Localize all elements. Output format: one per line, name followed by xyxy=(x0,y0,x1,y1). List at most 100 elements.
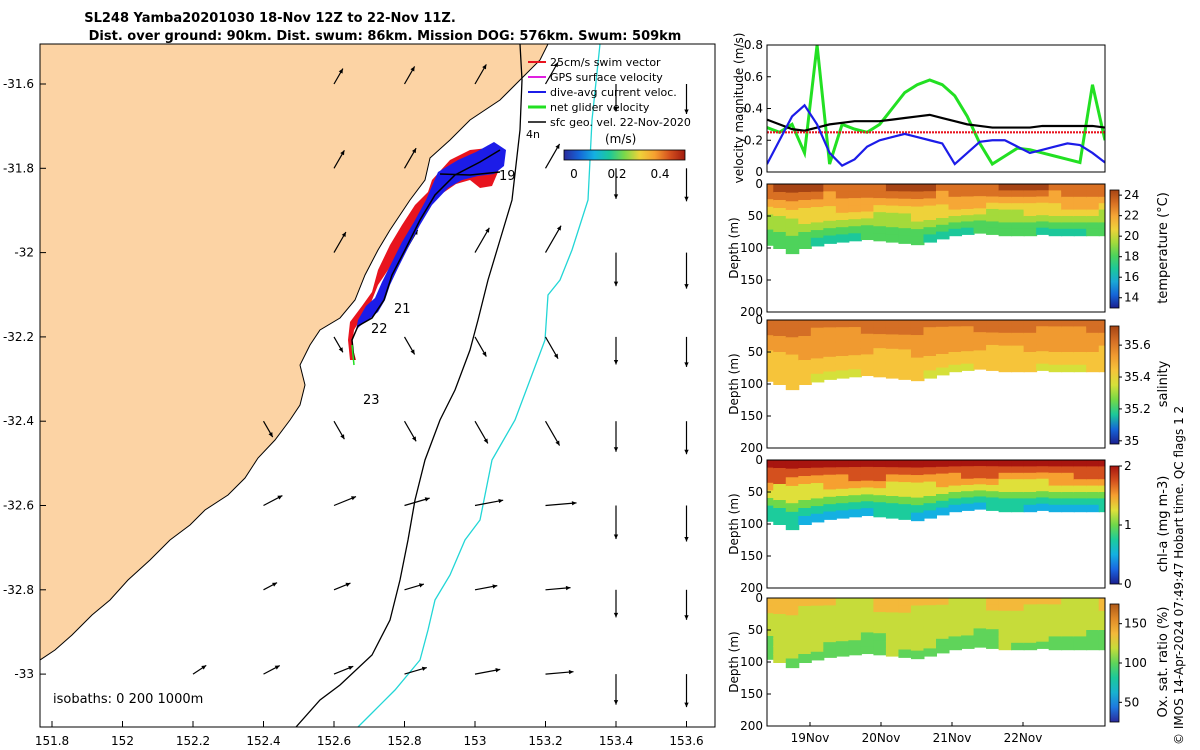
section-cell xyxy=(860,508,875,517)
section-cell xyxy=(923,634,937,643)
section-cell xyxy=(785,658,800,669)
section-cell xyxy=(810,483,825,492)
velocity-arrowhead xyxy=(418,583,424,588)
section-cell xyxy=(785,320,800,330)
velocity-arrowhead xyxy=(345,582,351,587)
section-cell xyxy=(1061,492,1075,500)
section-cell xyxy=(1023,485,1038,493)
section-cell xyxy=(885,626,900,635)
section-cell xyxy=(986,184,1000,192)
velocity-arrowhead xyxy=(268,432,273,438)
section-cell xyxy=(860,197,875,206)
section-cell xyxy=(1036,610,1050,618)
section-cell xyxy=(835,220,850,229)
section-cell xyxy=(936,611,950,620)
section-cell xyxy=(1048,332,1063,341)
section-cell xyxy=(923,648,937,657)
section-cell xyxy=(823,511,837,520)
section-cell xyxy=(885,363,900,372)
section-cell xyxy=(1061,352,1075,360)
section-cell xyxy=(923,234,937,243)
section-cell xyxy=(1061,326,1075,334)
section-cell xyxy=(873,467,887,476)
section-cell xyxy=(1036,478,1050,486)
section-cell xyxy=(923,467,937,476)
section-cell xyxy=(986,484,1000,493)
section-cell xyxy=(773,200,787,209)
section-cell xyxy=(835,619,850,628)
section-cell xyxy=(860,646,875,655)
section-panel-3: 0 50 100 150 200 Depth (m) 50 100 150 Ox. sat. ra… xyxy=(727,591,1171,745)
section-cell xyxy=(948,498,963,506)
section-cell xyxy=(923,327,937,336)
section-cell xyxy=(848,647,862,656)
section-panel-2: 0 50 100 150 200 Depth (m) 0 1 2 chl-a (mg m-3) xyxy=(727,453,1171,595)
section-cell xyxy=(910,365,925,374)
section-cell xyxy=(973,362,988,370)
section-cell xyxy=(823,191,837,200)
section-cell xyxy=(1023,358,1038,366)
section-cell xyxy=(873,612,887,621)
section-cell xyxy=(1098,504,1105,513)
section-cell xyxy=(1036,598,1050,606)
section-cell xyxy=(1023,345,1038,353)
section-cell xyxy=(1036,460,1050,468)
section-cell xyxy=(785,244,800,255)
section-cell xyxy=(1073,332,1088,341)
section-cell xyxy=(910,236,925,246)
section-cell xyxy=(848,605,862,614)
section-cell xyxy=(873,502,887,511)
section-cell xyxy=(1086,228,1100,237)
section-ytick-label: 100 xyxy=(740,241,763,255)
section-cell xyxy=(910,497,925,507)
section-cell xyxy=(948,460,963,468)
section-cell xyxy=(798,484,812,493)
section-cell xyxy=(986,472,1000,480)
section-cell xyxy=(1086,332,1100,341)
section-cell xyxy=(986,221,1000,229)
section-cell xyxy=(873,212,887,221)
section-cell xyxy=(785,354,800,365)
section-cell xyxy=(860,232,875,241)
section-cell xyxy=(898,649,912,658)
section-cell xyxy=(810,598,825,607)
map-colorbar-unit: (m/s) xyxy=(605,132,636,146)
section-cell xyxy=(1036,484,1050,493)
section-cell xyxy=(1098,190,1105,198)
section-cell xyxy=(923,474,937,483)
section-cell xyxy=(1098,222,1105,230)
section-cell xyxy=(1061,642,1075,651)
section-ytick-label: 200 xyxy=(740,719,763,733)
section-cell xyxy=(767,320,775,329)
velocity-arrowhead xyxy=(341,232,346,237)
section-cell xyxy=(798,360,812,369)
section-cell xyxy=(767,229,775,239)
section-cell xyxy=(1036,503,1050,511)
section-cell xyxy=(785,380,800,391)
section-cell xyxy=(936,218,950,226)
section-cell xyxy=(998,617,1013,625)
section-cell xyxy=(961,497,975,505)
section-cell xyxy=(1086,642,1100,651)
section-cell xyxy=(1061,630,1075,638)
section-cell xyxy=(923,191,937,200)
section-cell xyxy=(973,640,988,648)
section-cell xyxy=(1011,326,1025,334)
velocity-arrowhead xyxy=(421,666,427,671)
section-cell xyxy=(873,320,887,329)
section-cell xyxy=(910,605,925,615)
section-cell xyxy=(798,328,812,337)
velocity-arrow xyxy=(474,227,490,253)
section-cell xyxy=(835,626,850,635)
velocity-arrowhead xyxy=(684,284,689,289)
section-cell xyxy=(773,476,787,485)
lat-tick-label: -32.4 xyxy=(3,414,34,428)
section-xtick-label: 21Nov xyxy=(933,731,972,745)
section-cell xyxy=(998,364,1013,373)
section-cell xyxy=(785,345,800,356)
cbar-tick-label: 2 xyxy=(1124,459,1132,473)
section-cell xyxy=(936,211,950,219)
section-cell xyxy=(1023,332,1038,341)
section-ytick-label: 150 xyxy=(740,273,763,287)
section-cell xyxy=(885,348,900,357)
